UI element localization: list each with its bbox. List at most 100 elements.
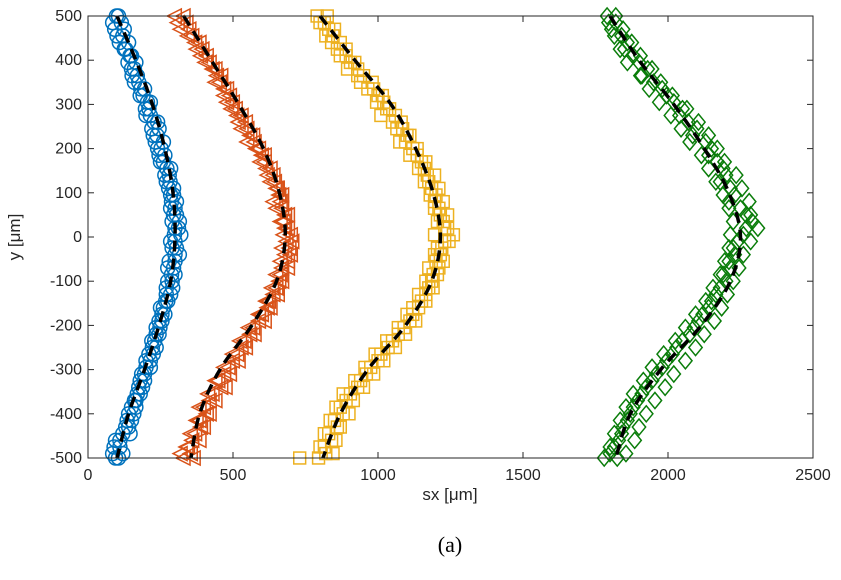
data-point bbox=[682, 132, 698, 152]
data-point bbox=[706, 311, 723, 331]
data-point bbox=[251, 153, 268, 171]
data-point bbox=[243, 127, 261, 144]
data-point bbox=[261, 299, 278, 316]
data-point bbox=[638, 404, 654, 424]
data-point bbox=[708, 172, 724, 191]
data-point bbox=[138, 107, 154, 124]
axes-layer: 0 500 1000 1500 2000 25005004003002001000-100… bbox=[50, 8, 831, 484]
y-tick-label: -300 bbox=[50, 362, 82, 379]
data-point bbox=[645, 73, 662, 92]
data-point bbox=[618, 397, 634, 417]
data-point bbox=[281, 246, 299, 263]
data-point bbox=[129, 67, 146, 84]
data-point bbox=[685, 126, 701, 145]
data-point bbox=[232, 120, 249, 137]
data-point bbox=[214, 87, 232, 104]
data-point bbox=[596, 448, 612, 468]
data-point bbox=[346, 393, 361, 408]
data-point bbox=[274, 226, 291, 244]
y-tick-label: -200 bbox=[50, 317, 82, 334]
y-tick-label: 200 bbox=[55, 141, 82, 158]
data-point bbox=[716, 152, 733, 172]
data-point bbox=[264, 193, 281, 210]
data-point bbox=[190, 432, 207, 449]
data-point bbox=[625, 397, 641, 417]
data-point bbox=[180, 21, 197, 38]
data-point bbox=[719, 285, 736, 304]
data-point bbox=[677, 318, 694, 337]
data-point bbox=[206, 392, 223, 409]
data-point bbox=[677, 351, 694, 370]
data-point bbox=[356, 380, 371, 394]
data-point bbox=[632, 66, 649, 85]
data-point bbox=[734, 179, 750, 198]
data-point bbox=[232, 107, 249, 124]
data-point bbox=[709, 139, 725, 158]
data-point bbox=[390, 122, 404, 136]
data-point bbox=[262, 279, 280, 297]
data-point bbox=[200, 392, 217, 409]
data-point bbox=[209, 372, 226, 389]
data-point bbox=[222, 100, 239, 118]
data-point bbox=[268, 180, 285, 197]
data-point bbox=[712, 265, 728, 284]
data-point bbox=[223, 93, 241, 111]
data-point bbox=[647, 391, 663, 410]
data-point bbox=[216, 379, 233, 396]
data-point bbox=[606, 26, 622, 46]
data-point bbox=[679, 99, 695, 119]
data-point bbox=[631, 417, 647, 437]
data-point bbox=[634, 66, 650, 85]
data-point bbox=[436, 254, 450, 269]
x-tick-label: 0 bbox=[84, 467, 93, 484]
data-point bbox=[612, 411, 628, 430]
y-tick-label: 0 bbox=[73, 229, 82, 246]
data-point bbox=[171, 445, 188, 462]
x-tick-label: 2000 bbox=[650, 467, 686, 484]
series-1-points bbox=[104, 8, 189, 466]
data-point bbox=[603, 20, 620, 39]
data-point bbox=[324, 35, 339, 50]
data-point bbox=[229, 352, 246, 369]
data-point bbox=[167, 266, 183, 283]
x-tick-label: 1500 bbox=[505, 467, 541, 484]
data-point bbox=[361, 82, 375, 96]
data-point bbox=[612, 39, 628, 59]
y-tick-label: 300 bbox=[55, 96, 82, 113]
data-point bbox=[249, 140, 267, 157]
data-point bbox=[664, 86, 680, 105]
x-tick-label: 2500 bbox=[795, 467, 831, 484]
data-point bbox=[698, 291, 714, 311]
y-axis-label: y [μm] bbox=[5, 214, 24, 261]
data-point bbox=[214, 359, 232, 376]
data-point bbox=[141, 101, 157, 117]
data-point bbox=[183, 27, 200, 45]
data-point bbox=[716, 252, 733, 271]
data-point bbox=[687, 338, 704, 357]
data-point bbox=[700, 126, 717, 145]
data-point bbox=[619, 33, 636, 52]
series-2-fit-line bbox=[182, 15, 287, 459]
data-point bbox=[658, 86, 675, 105]
data-point bbox=[212, 67, 229, 84]
data-point bbox=[651, 92, 667, 112]
data-point bbox=[743, 232, 759, 251]
data-point bbox=[351, 68, 365, 83]
data-point bbox=[278, 259, 296, 277]
data-point bbox=[403, 148, 417, 162]
data-point bbox=[232, 339, 249, 356]
data-point bbox=[236, 339, 254, 356]
data-point bbox=[313, 440, 327, 454]
data-point bbox=[162, 286, 179, 303]
data-point bbox=[695, 305, 711, 324]
data-point bbox=[220, 87, 238, 104]
data-point bbox=[271, 213, 288, 230]
data-point bbox=[674, 99, 691, 119]
data-point bbox=[657, 378, 673, 397]
data-point bbox=[255, 147, 272, 164]
data-point bbox=[162, 200, 179, 217]
data-point bbox=[618, 444, 634, 463]
data-point bbox=[687, 305, 704, 324]
data-point bbox=[374, 108, 388, 123]
data-point bbox=[245, 326, 262, 343]
